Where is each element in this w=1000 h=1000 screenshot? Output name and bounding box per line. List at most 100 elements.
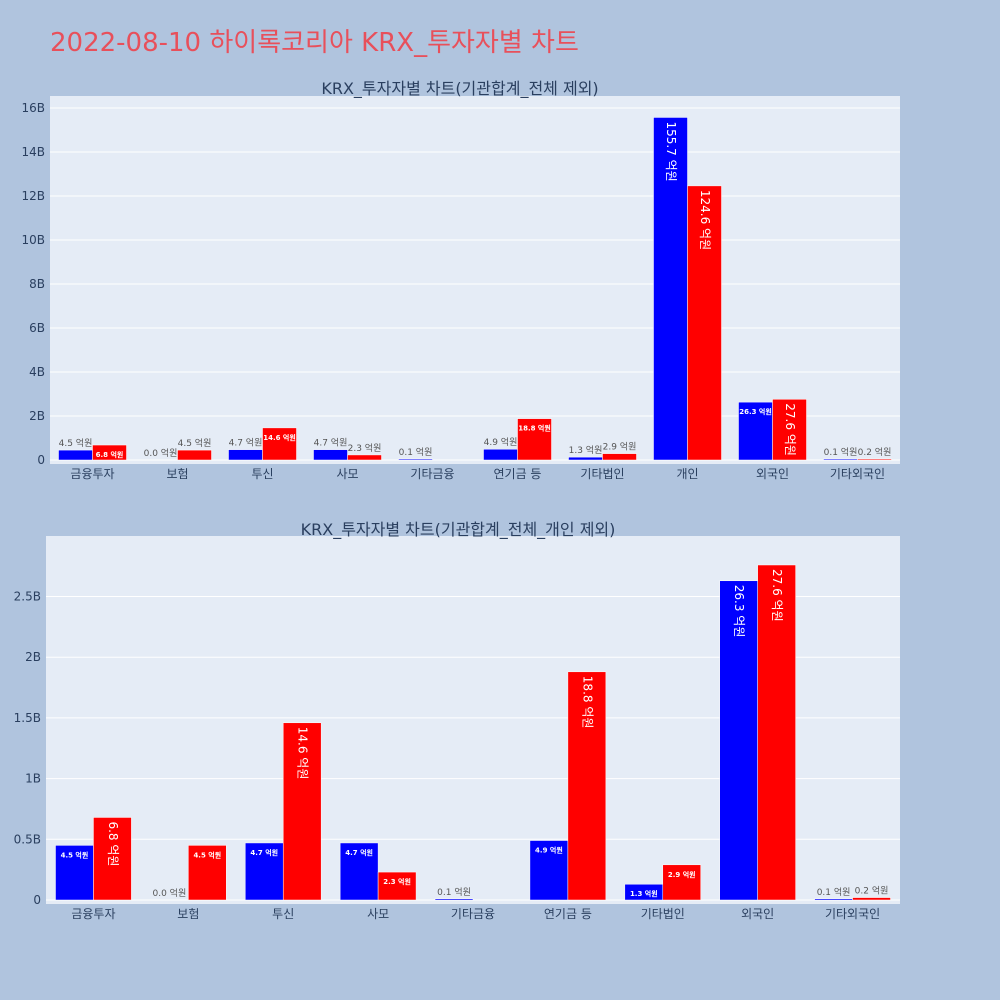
data-label: 1.3 억원 (569, 444, 603, 456)
sell-bar (662, 864, 701, 901)
data-label: 18.8 억원 (518, 424, 551, 433)
data-label: 18.8 억원 (580, 676, 594, 729)
data-label: 0.0 억원 (152, 887, 186, 899)
data-label: 4.5 억원 (59, 437, 93, 449)
data-label: 4.7 억원 (250, 848, 278, 857)
buy-bar (313, 449, 348, 461)
data-label: 4.9 억원 (484, 436, 518, 448)
y-tick-label: 2.5B (14, 590, 41, 604)
x-tick-label: 기타금융 (410, 467, 454, 481)
data-label: 2.9 억원 (668, 870, 696, 879)
data-label: 0.0 억원 (144, 447, 178, 459)
sell-bar (602, 453, 637, 461)
buy-bar (483, 448, 518, 461)
data-label: 4.5 억원 (61, 850, 89, 859)
sell-bar (517, 418, 552, 461)
y-tick-label: 2B (29, 409, 45, 423)
data-label: 4.7 억원 (314, 437, 348, 449)
chart-title: KRX_투자자별 차트(기관합계_전체 제외) (321, 79, 598, 99)
chart-2: KRX_투자자별 차트(기관합계_전체_개인 제외) 0 0.5B 1B 1.5B 2B 2… (14, 520, 900, 921)
buy-bar (55, 845, 94, 901)
data-label: 0.1 억원 (817, 886, 851, 898)
data-label: 0.2 억원 (858, 446, 892, 458)
y-tick-label: 1.5B (14, 711, 41, 725)
x-tick-label: 보험 (166, 467, 188, 481)
buy-bar (568, 456, 603, 461)
x-tick-label: 기타금융 (451, 907, 495, 921)
sell-bar (347, 454, 382, 461)
data-label: 14.6 억원 (296, 727, 310, 780)
buy-bar (738, 401, 773, 461)
data-label: 2.9 억원 (603, 441, 637, 453)
buy-bar (245, 842, 284, 901)
data-label: 26.3 억원 (739, 407, 772, 416)
data-label: 4.7 억원 (345, 848, 373, 857)
x-tick-label: 연기금 등 (494, 467, 542, 481)
data-label: 14.6 억원 (263, 433, 296, 442)
data-label: 4.5 억원 (193, 850, 221, 859)
x-tick-label: 금융투자 (71, 907, 115, 921)
y-tick-label: 2B (25, 650, 41, 664)
y-tick-label: 6B (29, 321, 45, 335)
sell-bar (567, 671, 607, 901)
sell-bar (93, 817, 132, 901)
sell-bar (687, 185, 722, 461)
page-title: 2022-08-10 하이록코리아 KRX_투자자별 차트 (50, 28, 579, 58)
data-label: 1.3 억원 (630, 889, 658, 898)
y-tick-label: 0 (33, 893, 41, 907)
sell-bar (377, 871, 417, 901)
buy-bar (434, 898, 474, 901)
data-label: 4.5 억원 (178, 437, 212, 449)
x-tick-label: 사모 (336, 467, 358, 481)
buy-bar (823, 458, 858, 461)
x-tick-label: 기타외국인 (825, 907, 880, 921)
x-tick-label: 투신 (251, 467, 273, 481)
buy-bar (339, 842, 379, 901)
x-tick-label: 기타외국인 (830, 467, 885, 481)
y-tick-label: 16B (21, 101, 45, 115)
sell-bar (262, 427, 297, 461)
sell-bar (177, 449, 212, 461)
data-label: 2.3 억원 (348, 442, 382, 454)
data-label: 2.3 억원 (383, 877, 411, 886)
y-tick-label: 14B (21, 145, 45, 159)
data-label: 0.1 억원 (437, 886, 471, 898)
x-tick-label: 연기금 등 (544, 907, 592, 921)
buy-bar (529, 840, 569, 901)
data-label: 4.7 억원 (229, 437, 263, 449)
data-label: 27.6 억원 (783, 403, 797, 456)
sell-bar (92, 444, 127, 461)
data-label: 6.8 억원 (106, 821, 120, 866)
sell-bar (757, 564, 796, 901)
buy-bar (398, 458, 433, 461)
x-tick-label: 외국인 (741, 907, 774, 921)
data-label: 155.7 억원 (664, 121, 678, 181)
data-label: 0.2 억원 (855, 885, 889, 897)
data-label: 0.1 억원 (824, 446, 858, 458)
data-label: 27.6 억원 (770, 569, 784, 622)
sell-bar (282, 722, 322, 901)
x-tick-label: 투신 (272, 907, 294, 921)
buy-bar (228, 449, 263, 461)
y-tick-label: 1B (25, 772, 41, 786)
x-tick-label: 금융투자 (70, 467, 114, 481)
x-tick-label: 기타법인 (641, 907, 685, 921)
x-tick-label: 사모 (367, 907, 389, 921)
chart-title: KRX_투자자별 차트(기관합계_전체_개인 제외) (301, 520, 616, 540)
data-label: 6.8 억원 (96, 450, 124, 459)
y-tick-label: 8B (29, 277, 45, 291)
y-tick-label: 4B (29, 365, 45, 379)
sell-bar (857, 458, 892, 461)
data-label: 124.6 억원 (698, 190, 712, 250)
y-tick-label: 0.5B (14, 832, 41, 846)
y-tick-label: 10B (21, 233, 45, 247)
sell-bar (852, 897, 891, 901)
buy-bar (58, 449, 93, 461)
buy-bar (719, 580, 758, 901)
x-tick-label: 외국인 (756, 467, 789, 481)
buy-bar (653, 117, 688, 461)
chart-1: KRX_투자자별 차트(기관합계_전체 제외) 0 2B 4B 6B 8B 10B 12B 14… (21, 79, 900, 481)
data-label: 26.3 억원 (732, 585, 746, 638)
x-tick-label: 기타법인 (580, 467, 624, 481)
